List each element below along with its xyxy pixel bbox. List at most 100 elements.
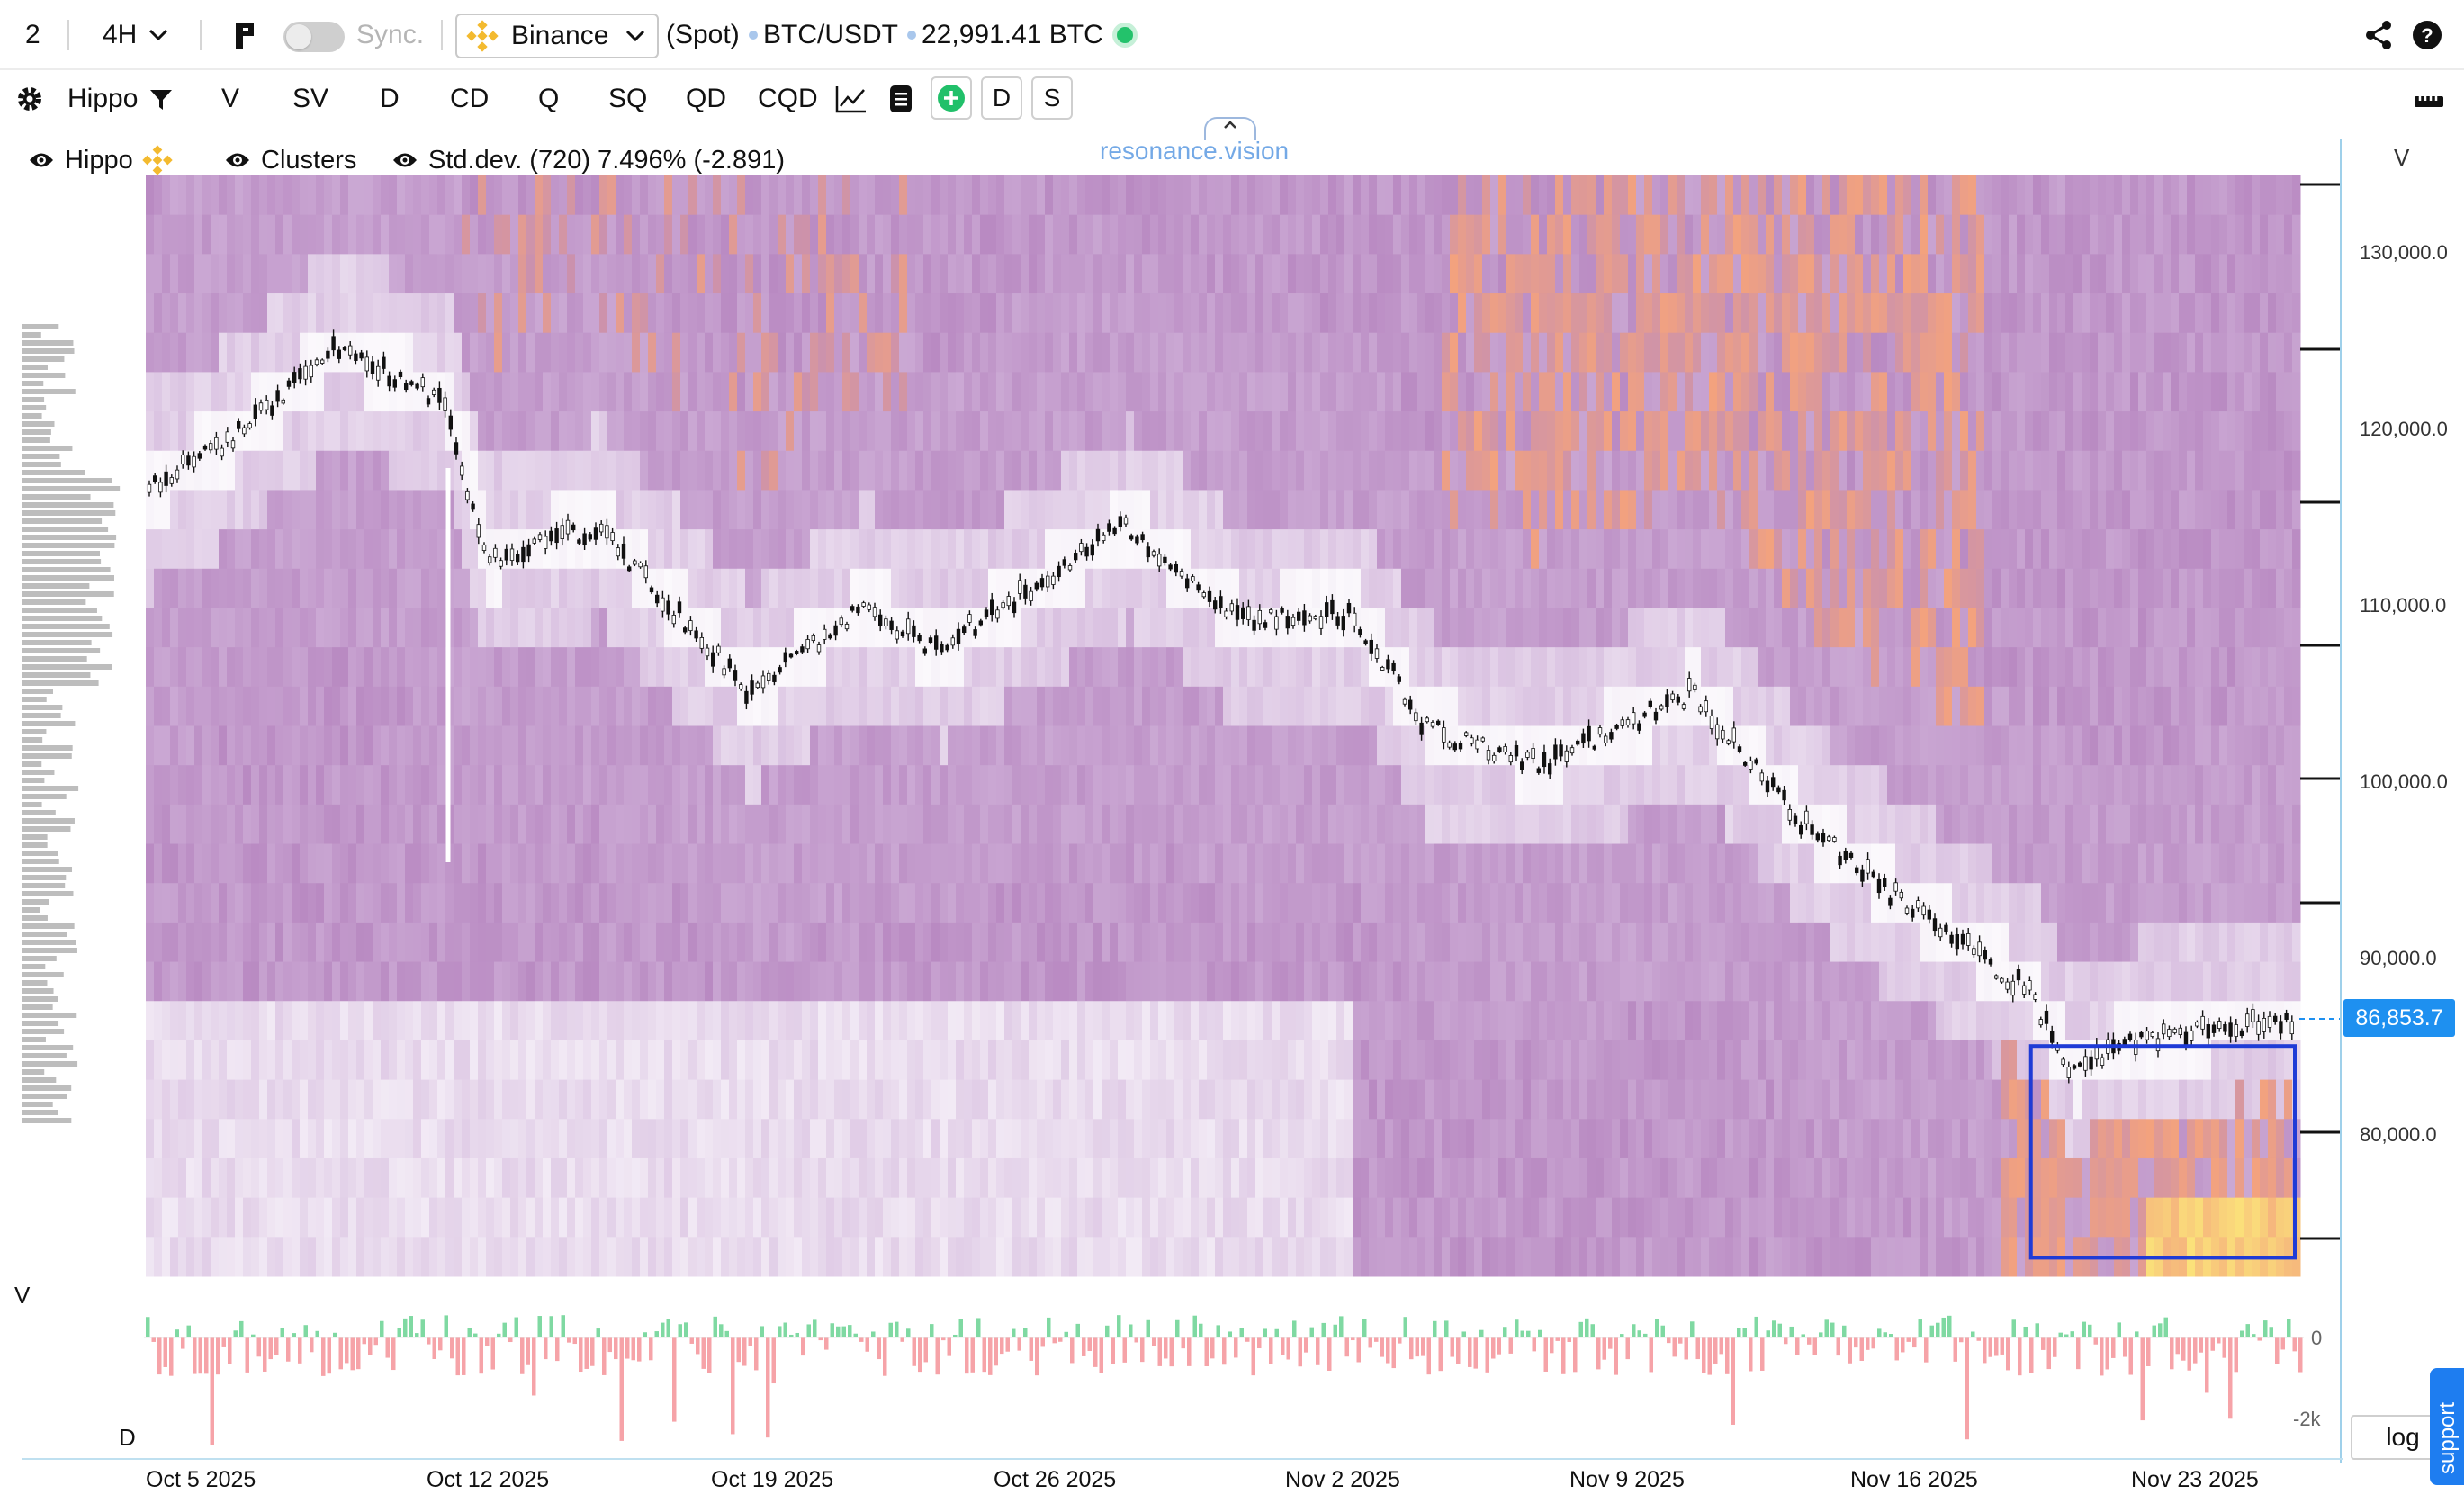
heatmap-cell — [1571, 568, 1580, 608]
heatmap-cell — [1004, 883, 1013, 923]
help-icon[interactable]: ? — [2412, 20, 2442, 50]
heatmap-cell — [1263, 1079, 1272, 1120]
heatmap-cell — [235, 568, 244, 608]
heatmap-cell — [1183, 176, 1192, 216]
heatmap-cell — [607, 293, 616, 334]
heatmap-cell — [1207, 293, 1216, 334]
heatmap-cell — [494, 843, 503, 884]
heatmap-cell — [1077, 372, 1086, 412]
heatmap-cell — [1174, 411, 1183, 452]
heatmap-cell — [1231, 1157, 1240, 1199]
heatmap-cell — [964, 883, 973, 923]
heatmap-cell — [834, 843, 843, 884]
toolbar-button-q[interactable]: Q — [538, 84, 560, 113]
heatmap-cell — [348, 725, 357, 766]
heatmap-cell — [1061, 254, 1070, 294]
heatmap-cell — [535, 214, 544, 255]
eye-icon[interactable] — [225, 150, 250, 170]
heatmap-cell — [1466, 372, 1475, 412]
heatmap-cell — [1280, 1119, 1289, 1159]
layout-count[interactable]: 2 — [25, 20, 40, 50]
toolbar-button-sq[interactable]: SQ — [608, 84, 648, 113]
heatmap-cell — [154, 1040, 163, 1081]
toolbar-button-d[interactable]: D — [380, 84, 400, 113]
symbol-group[interactable]: BTC/USDT 22,991.41 BTC — [749, 0, 1138, 70]
heatmap-cell — [1515, 411, 1524, 452]
heatmap-cell — [186, 529, 195, 570]
document-icon[interactable] — [887, 85, 914, 113]
eye-icon[interactable] — [29, 150, 54, 170]
heatmap-cell — [413, 961, 422, 1002]
heatmap-cell — [267, 804, 276, 845]
heatmap-cell — [721, 608, 730, 648]
heatmap-cell — [1021, 529, 1030, 570]
heatmap-cell — [243, 686, 252, 726]
toggle-s-button[interactable]: S — [1031, 76, 1073, 120]
heatmap-cell — [1029, 725, 1038, 766]
heatmap-cell — [146, 922, 155, 963]
line-chart-icon[interactable] — [835, 85, 868, 113]
heatmap-cell — [1474, 686, 1483, 726]
heatmap-cell — [1539, 725, 1548, 766]
heatmap-cell — [1021, 804, 1030, 845]
heatmap-cell — [632, 843, 641, 884]
legend-hippo[interactable]: Hippo — [29, 142, 173, 178]
heatmap-cell — [1239, 961, 1248, 1002]
heatmap-cell — [559, 568, 568, 608]
heatmap-cell — [162, 411, 171, 452]
heatmap-cell — [834, 372, 843, 412]
heatmap-cell — [1012, 293, 1021, 334]
legend-stddev[interactable]: Std.dev. (720) 7.496% (-2.891) — [392, 142, 785, 178]
heatmap-cell — [227, 1040, 236, 1081]
heatmap-cell — [1150, 843, 1159, 884]
heatmap-cell — [972, 411, 981, 452]
heatmap-cell — [445, 1237, 454, 1277]
heatmap-cell — [1085, 1001, 1094, 1041]
timeframe-select[interactable]: 4H — [103, 0, 169, 70]
toolbar-button-cd[interactable]: CD — [450, 84, 490, 113]
toolbar-button-cqd[interactable]: CQD — [758, 84, 818, 113]
heatmap-cell — [940, 647, 949, 688]
heatmap-cell — [1142, 883, 1151, 923]
sync-toggle[interactable] — [283, 22, 345, 52]
flag-icon[interactable] — [234, 22, 256, 50]
toolbar-button-v[interactable]: V — [221, 84, 240, 113]
heatmap-cell — [778, 411, 787, 452]
ruler-icon[interactable] — [2414, 89, 2444, 109]
heatmap-cell — [1377, 1197, 1386, 1238]
toggle-d-button[interactable]: D — [981, 76, 1022, 120]
heatmap-cell — [340, 214, 349, 255]
heatmap-cell — [1272, 176, 1281, 216]
heatmap-cell — [688, 1079, 697, 1120]
heatmap-cell — [1482, 961, 1491, 1002]
filter-icon[interactable] — [149, 88, 173, 112]
heatmap-cell — [1150, 529, 1159, 570]
heatmap-cell — [1215, 411, 1224, 452]
heatmap-cell — [842, 883, 851, 923]
heatmap-cell — [413, 176, 422, 216]
heatmap-cell — [146, 176, 155, 216]
share-icon[interactable] — [2363, 20, 2394, 50]
indicator-name[interactable]: Hippo — [67, 84, 139, 113]
heatmap-cell — [1442, 843, 1451, 884]
exchange-select[interactable]: Binance — [455, 14, 659, 58]
legend-clusters[interactable]: Clusters — [225, 142, 356, 178]
heatmap-cell — [445, 961, 454, 1002]
heatmap-cell — [1061, 725, 1070, 766]
collapse-toolbar-button[interactable] — [1204, 117, 1256, 140]
eye-icon[interactable] — [392, 150, 418, 170]
heatmap-cell — [267, 529, 276, 570]
heatmap-cell — [810, 450, 819, 490]
heatmap-cell — [1393, 1157, 1402, 1199]
gear-icon[interactable] — [16, 86, 43, 112]
add-indicator-button[interactable] — [931, 76, 972, 120]
toolbar-button-sv[interactable]: SV — [292, 84, 329, 113]
heatmap-cell — [170, 254, 179, 294]
heatmap-cell — [737, 765, 746, 806]
heatmap-cell — [1328, 961, 1337, 1002]
heatmap-cell — [1126, 568, 1135, 608]
heatmap-cell — [1312, 765, 1321, 806]
heatmap-cell — [1004, 765, 1013, 806]
toolbar-button-qd[interactable]: QD — [686, 84, 726, 113]
